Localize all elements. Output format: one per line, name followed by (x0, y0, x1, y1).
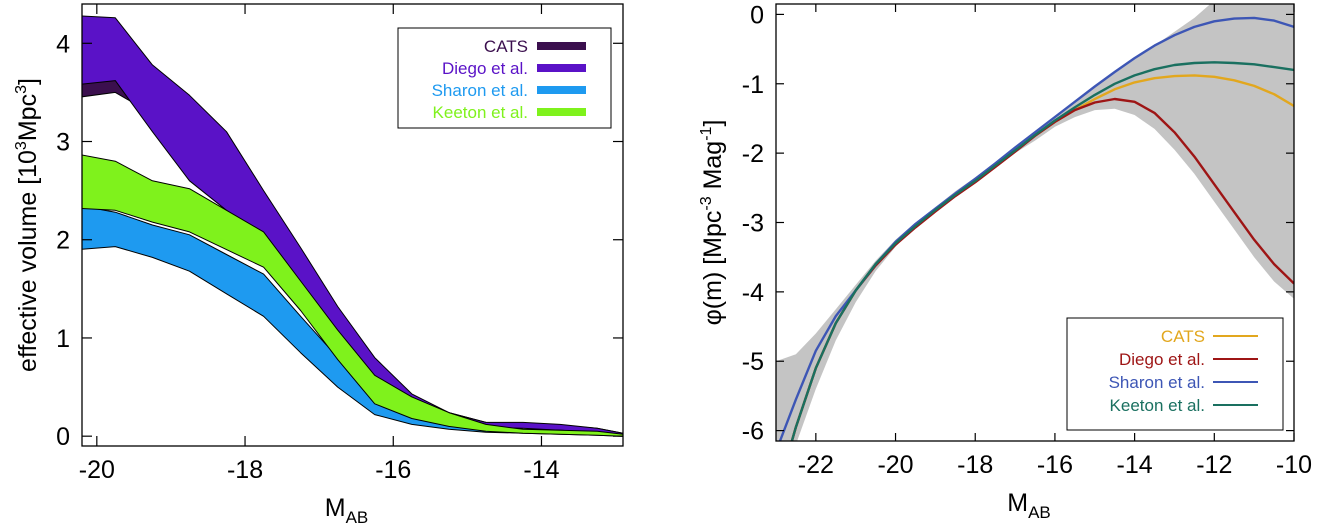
line-keeton-et-al (790, 61, 1294, 441)
right-panel-luminosity-function: -22 -20 -18 -16 -14 -12 -10 0 -1 -2 -3 -4 -5 -6 MAB φ(m… (698, 1, 1312, 522)
y-tick-label: 0 (750, 1, 764, 29)
band-keeton-et-al (82, 154, 623, 437)
legend-label-cats: CATS (484, 37, 528, 56)
plot-area (82, 15, 623, 437)
x-tick-label: -20 (79, 456, 115, 484)
legend-label-cats: CATS (1161, 327, 1205, 346)
x-axis-label: MAB (325, 494, 369, 527)
x-tick-label: -22 (798, 451, 834, 479)
x-tick-label: -16 (1037, 451, 1073, 479)
x-tick-label: -14 (1117, 451, 1153, 479)
x-tick-label: -18 (957, 451, 993, 479)
plot-frame (81, 3, 624, 447)
legend: CATS Diego et al. Sharon et al. Keeton et a… (1066, 317, 1284, 431)
x-tick-label: -14 (523, 456, 559, 484)
legend-label-diego-et-al: Diego et al. (442, 59, 528, 78)
y-tick-label: -2 (742, 140, 764, 168)
legend: CATS Diego et al. Sharon et al. Keeton et a… (397, 27, 612, 129)
y-tick-label: -3 (742, 210, 764, 238)
legend-label-sharon-et-al: Sharon et al. (1109, 373, 1205, 392)
left-panel-effective-volume: -20 -18 -16 -14 0 1 2 3 4 MAB effective volume [10… (13, 3, 624, 527)
x-axis-label: MAB (1007, 489, 1051, 522)
y-tick-label: -4 (742, 279, 764, 307)
x-tick-label: -12 (1196, 451, 1232, 479)
x-tick-label: -10 (1276, 451, 1312, 479)
y-tick-label: 1 (56, 325, 70, 353)
plot-area (776, 4, 1294, 441)
legend-label-keeton-et-al: Keeton et al. (433, 103, 528, 122)
y-tick-label: 3 (56, 129, 70, 157)
y-axis-label: effective volume [103Mpc3] (13, 78, 42, 372)
legend-label-diego-et-al: Diego et al. (1119, 350, 1205, 369)
uncertainty-band (776, 4, 1294, 441)
band-sharon-et-al (82, 205, 623, 437)
y-tick-label: -6 (742, 418, 764, 446)
x-tick-label: -18 (227, 456, 263, 484)
x-tick-label: -20 (877, 451, 913, 479)
legend-label-sharon-et-al: Sharon et al. (432, 81, 528, 100)
y-tick-label: 2 (56, 227, 70, 255)
y-axis-label: φ(m) [Mpc-3 Mag-1] (698, 120, 727, 326)
y-tick-label: 0 (56, 423, 70, 451)
legend-label-keeton-et-al: Keeton et al. (1110, 396, 1205, 415)
y-tick-label: 4 (56, 30, 70, 58)
y-tick-label: -1 (742, 71, 764, 99)
x-tick-label: -16 (375, 456, 411, 484)
y-tick-label: -5 (742, 348, 764, 376)
